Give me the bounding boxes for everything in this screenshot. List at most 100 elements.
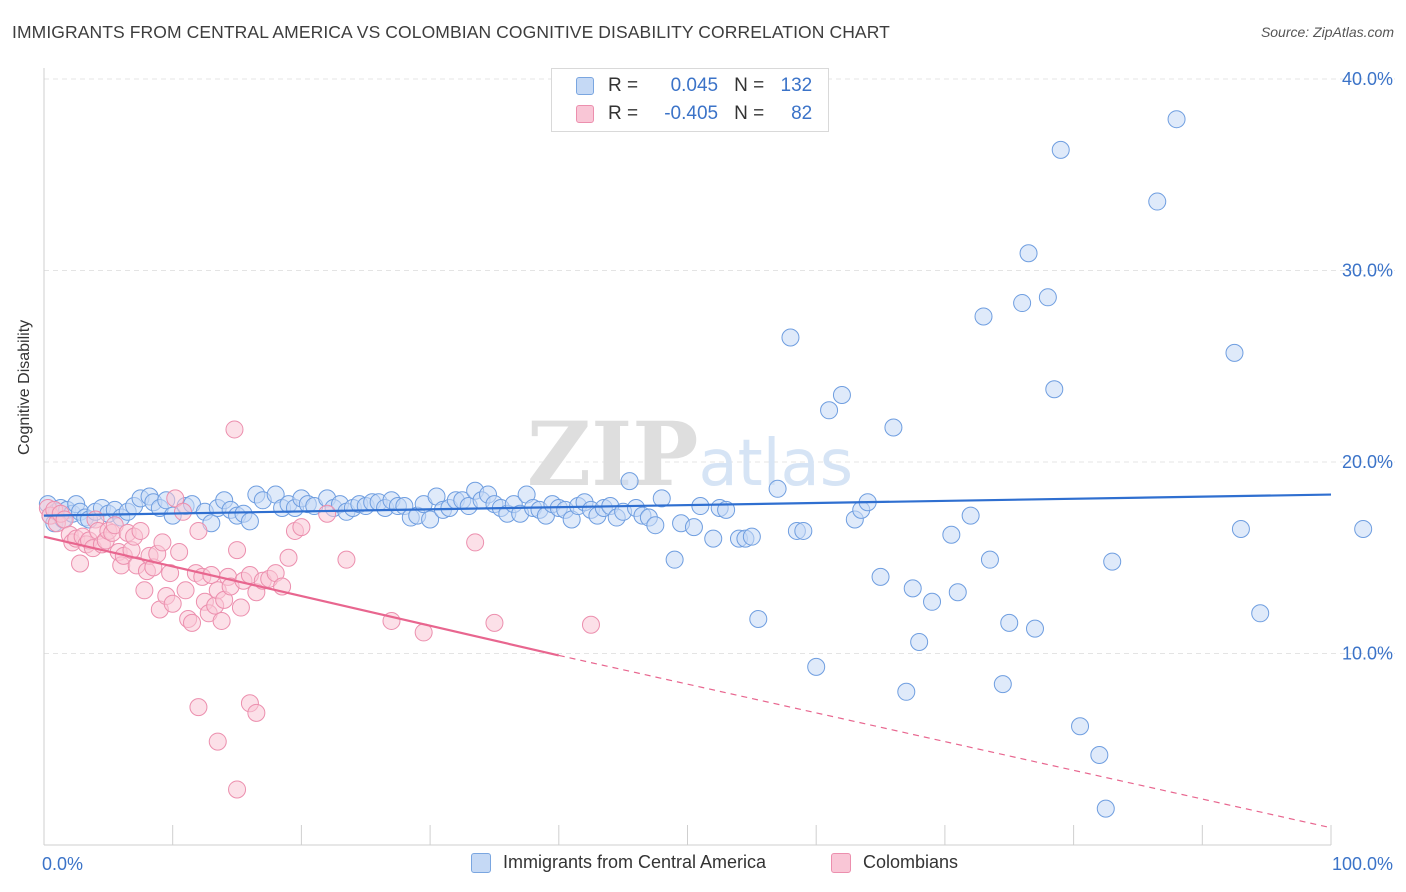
data-point-colombians: [189, 521, 208, 540]
legend-n-value: 82: [791, 103, 813, 124]
data-point-colombians: [247, 703, 266, 722]
data-point-colombians: [225, 420, 244, 439]
watermark-zip: ZIP: [527, 402, 699, 506]
legend-r-value: 0.045: [670, 75, 719, 96]
data-point-central-america: [1051, 140, 1070, 159]
data-point-central-america: [1225, 343, 1244, 362]
data-point-central-america: [974, 307, 993, 326]
axes: [43, 68, 1332, 846]
data-point-central-america: [1231, 520, 1250, 539]
data-point-central-america: [1000, 613, 1019, 632]
y-tick-label: 40.0%: [1342, 69, 1393, 89]
data-point-central-america: [871, 567, 890, 586]
legend-swatch-blue: [576, 77, 594, 95]
data-point-central-america: [1019, 244, 1038, 263]
data-point-colombians: [55, 510, 74, 529]
data-point-central-america: [1013, 294, 1032, 313]
y-tick-label: 30.0%: [1342, 261, 1393, 281]
legend-r-label: R =: [608, 75, 639, 96]
data-point-central-america: [421, 510, 440, 529]
legend-n-label: N =: [734, 103, 765, 124]
data-point-central-america: [1071, 717, 1090, 736]
data-point-colombians: [228, 541, 247, 560]
data-point-central-america: [1103, 552, 1122, 571]
data-point-colombians: [279, 548, 298, 567]
legend-row-pink: R = -0.405 N = 82: [576, 101, 812, 127]
legend-r-value: -0.405: [664, 103, 719, 124]
stats-legend: R = 0.045 N = 132 R = -0.405 N = 82: [551, 68, 829, 132]
legend-swatch-pink: [576, 105, 594, 123]
trend-line-colombians: [43, 535, 560, 657]
series-colombians-points: [38, 420, 600, 799]
data-point-central-america: [1096, 799, 1115, 818]
data-point-central-america: [948, 583, 967, 602]
data-point-central-america: [980, 550, 999, 569]
data-point-colombians: [166, 489, 185, 508]
data-point-central-america: [1251, 604, 1270, 623]
data-point-colombians: [189, 698, 208, 717]
data-point-central-america: [768, 479, 787, 498]
x-tick-label: 0.0%: [42, 854, 83, 874]
data-point-central-america: [942, 525, 961, 544]
data-point-central-america: [820, 401, 839, 420]
trend-line-central-america: [43, 493, 1332, 517]
watermark: ZIPatlas: [527, 402, 853, 506]
legend-r-label: R =: [608, 103, 639, 124]
y-axis-label: Cognitive Disability: [16, 319, 33, 455]
data-point-central-america: [923, 592, 942, 611]
data-point-colombians: [228, 780, 247, 799]
data-point-colombians: [153, 533, 172, 552]
data-point-central-america: [1354, 520, 1373, 539]
data-point-central-america: [807, 657, 826, 676]
data-point-central-america: [684, 518, 703, 537]
data-point-central-america: [1038, 288, 1057, 307]
gridlines: [44, 78, 1395, 654]
bottom-legend-series2: Colombians: [831, 852, 958, 873]
chart-title: IMMIGRANTS FROM CENTRAL AMERICA VS COLOM…: [12, 22, 890, 42]
data-point-colombians: [161, 564, 180, 583]
data-point-colombians: [318, 504, 337, 523]
data-point-central-america: [620, 472, 639, 491]
source-credit: Source: ZipAtlas.com: [1260, 24, 1394, 40]
data-point-colombians: [131, 521, 150, 540]
data-point-central-america: [910, 633, 929, 652]
data-point-central-america: [903, 579, 922, 598]
data-point-colombians: [135, 581, 154, 600]
trend-line-colombians-extrapolated: [558, 654, 1332, 829]
data-point-central-america: [832, 385, 851, 404]
data-point-central-america: [1025, 619, 1044, 638]
bottom-legend-label: Immigrants from Central America: [503, 852, 767, 872]
data-point-central-america: [1090, 745, 1109, 764]
data-point-central-america: [884, 418, 903, 437]
data-point-central-america: [240, 512, 259, 531]
data-point-colombians: [212, 611, 231, 630]
data-point-colombians: [466, 533, 485, 552]
data-point-colombians: [71, 554, 90, 573]
data-point-colombians: [183, 613, 202, 632]
data-point-central-america: [704, 529, 723, 548]
legend-n-value: 132: [780, 75, 813, 96]
data-point-central-america: [961, 506, 980, 525]
data-point-central-america: [742, 527, 761, 546]
data-point-central-america: [646, 516, 665, 535]
data-point-central-america: [897, 682, 916, 701]
data-point-central-america: [1167, 110, 1186, 129]
data-point-central-america: [652, 489, 671, 508]
bottom-legend-label: Colombians: [863, 852, 959, 872]
data-point-colombians: [208, 732, 227, 751]
bottom-legend-swatch-pink: [831, 852, 851, 873]
data-point-colombians: [292, 518, 311, 537]
data-point-colombians: [581, 615, 600, 634]
data-point-colombians: [163, 594, 182, 613]
data-point-central-america: [749, 610, 768, 629]
data-point-colombians: [337, 550, 356, 569]
data-point-colombians: [231, 598, 250, 617]
data-point-colombians: [173, 502, 192, 521]
data-point-central-america: [1148, 192, 1167, 211]
data-point-central-america: [1045, 380, 1064, 399]
y-tick-label: 20.0%: [1342, 452, 1393, 472]
data-point-central-america: [781, 328, 800, 347]
data-point-colombians: [485, 613, 504, 632]
legend-n-label: N =: [734, 75, 765, 96]
